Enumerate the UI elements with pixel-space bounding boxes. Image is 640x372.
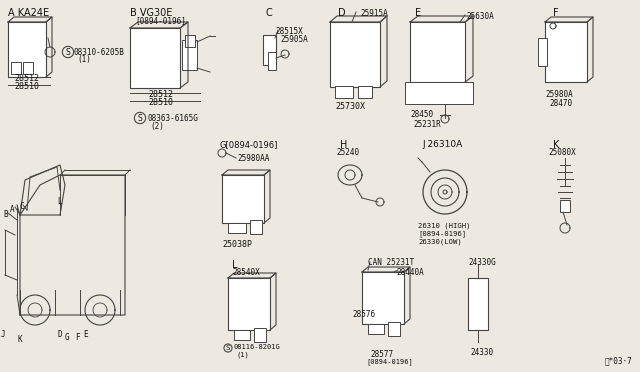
Text: 25915A: 25915A [360,9,388,18]
Text: J: J [1,330,6,339]
Text: G[0894-0196]: G[0894-0196] [220,140,278,149]
Bar [130,28,180,88]
Bar [560,200,570,212]
Bar [254,328,266,342]
Bar [228,278,270,330]
Bar [410,22,465,82]
Text: E: E [83,330,88,339]
Text: G: G [65,333,70,342]
Text: 26310 (HIGH): 26310 (HIGH) [418,222,470,228]
Text: 28577: 28577 [370,350,393,359]
Text: C: C [19,202,24,211]
Text: 28440A: 28440A [396,268,424,277]
Text: 28510: 28510 [148,98,173,107]
Text: 25905A: 25905A [280,35,308,44]
Text: D: D [338,8,346,18]
Bar [228,223,246,233]
Bar [335,86,353,98]
Bar [358,86,372,98]
Bar [222,175,264,223]
Bar [234,330,250,340]
Bar [250,220,262,234]
Text: (1): (1) [77,55,91,64]
Bar [330,22,380,87]
Text: A: A [10,205,15,214]
Text: (2): (2) [150,122,164,131]
Text: 28515X: 28515X [275,27,303,36]
Text: S: S [226,345,230,351]
Text: 28470: 28470 [549,99,572,108]
Text: 25730X: 25730X [335,102,365,111]
Bar [182,40,197,70]
Text: 28540X: 28540X [232,268,260,277]
Bar [538,38,547,66]
Text: (1): (1) [236,352,249,359]
Text: K: K [553,140,559,150]
Bar [545,22,587,82]
Text: E: E [415,8,421,18]
Text: F: F [553,8,559,18]
Text: CAN 25231T: CAN 25231T [368,258,414,267]
Text: L: L [57,197,61,206]
Text: A KA24E: A KA24E [8,8,49,18]
Text: S: S [138,113,142,122]
Bar [8,22,46,77]
Bar [388,322,400,336]
Text: 25038P: 25038P [222,240,252,249]
Text: 08116-8201G: 08116-8201G [234,344,281,350]
Bar [268,52,276,70]
Bar [405,82,473,104]
Bar [185,35,195,47]
Bar [263,35,276,65]
Text: 28450: 28450 [410,110,433,119]
Text: D: D [57,330,61,339]
Text: 25980A: 25980A [545,90,573,99]
Bar [368,324,384,334]
Text: [0894-0196]: [0894-0196] [366,358,413,365]
Text: 28512: 28512 [148,90,173,99]
Text: F: F [75,333,79,342]
Text: 08363-6165G: 08363-6165G [148,114,199,123]
Text: [0894-0196]: [0894-0196] [418,230,466,237]
Text: 25231R: 25231R [413,120,441,129]
Text: 26330(LOW): 26330(LOW) [418,238,461,244]
Text: 25980AA: 25980AA [237,154,269,163]
Text: 28576: 28576 [352,310,375,319]
Text: 08310-6205B: 08310-6205B [74,48,125,57]
Text: C: C [265,8,272,18]
Text: K: K [17,335,22,344]
Text: 28512: 28512 [14,74,39,83]
Text: 25240: 25240 [336,148,359,157]
Text: 24330G: 24330G [468,258,496,267]
Text: 25080X: 25080X [548,148,576,157]
Text: 24330: 24330 [470,348,493,357]
Text: L: L [232,260,237,270]
Bar [11,62,21,74]
Text: B VG30E: B VG30E [130,8,172,18]
Bar [23,62,33,74]
Text: 䉓*03·7: 䉓*03·7 [604,356,632,365]
Bar [362,272,404,324]
Text: [0894-0196]: [0894-0196] [135,16,186,25]
Text: J 26310A: J 26310A [422,140,462,149]
Text: H: H [340,140,348,150]
Text: S: S [66,48,70,57]
Text: B: B [3,210,8,219]
Text: 25630A: 25630A [466,12,493,21]
Text: 28510: 28510 [14,82,39,91]
Bar [468,278,488,330]
